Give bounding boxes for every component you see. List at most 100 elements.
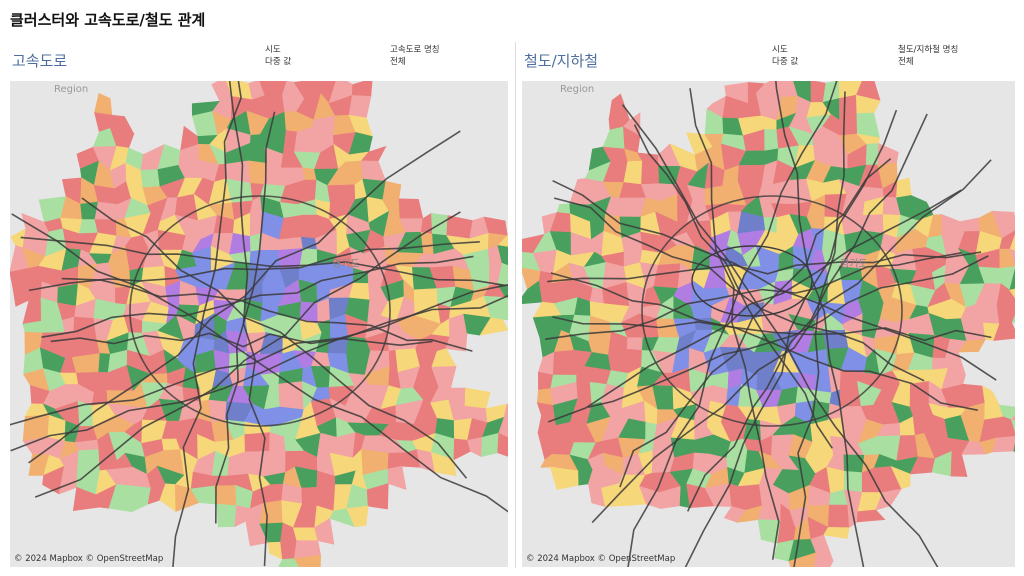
region bbox=[140, 169, 161, 189]
filter-value: 전체 bbox=[390, 57, 406, 67]
region bbox=[301, 486, 318, 507]
dashboard-title: 클러스터와 고속도로/철도 관계 bbox=[10, 11, 206, 29]
region bbox=[690, 305, 713, 320]
region bbox=[398, 198, 424, 220]
region bbox=[1009, 234, 1015, 252]
region bbox=[292, 527, 319, 542]
region bbox=[314, 517, 335, 545]
map-label: Region bbox=[560, 84, 594, 95]
route-line bbox=[553, 197, 925, 382]
region bbox=[300, 236, 318, 250]
filter-label: 시도 bbox=[265, 45, 281, 55]
region bbox=[704, 185, 723, 206]
route-line bbox=[633, 124, 833, 449]
region bbox=[991, 210, 1015, 239]
filter-value: 다중 값 bbox=[772, 57, 799, 67]
filter[interactable]: 시도 다중 값 bbox=[772, 44, 798, 68]
filter[interactable]: 철도/지하철 명칭 전체 bbox=[898, 44, 958, 68]
region bbox=[1013, 442, 1015, 452]
region bbox=[62, 316, 75, 333]
region bbox=[259, 500, 284, 525]
region bbox=[788, 552, 817, 567]
region bbox=[413, 288, 438, 304]
panel: 고속도로 시도 다중 값 고속도로 명칭 전체 Region 경기도 © 202… bbox=[10, 40, 510, 570]
inner-route bbox=[691, 245, 813, 317]
region bbox=[999, 248, 1015, 269]
map-label: 경기도 bbox=[840, 257, 868, 270]
ring-route bbox=[129, 195, 391, 427]
region bbox=[1009, 268, 1015, 291]
region bbox=[216, 503, 238, 528]
region bbox=[1010, 419, 1015, 433]
route-line bbox=[793, 91, 846, 567]
map[interactable]: Region 경기도 © 2024 Mapbox © OpenStreetMap bbox=[10, 81, 508, 567]
region bbox=[1011, 314, 1015, 324]
filter-value: 전체 bbox=[898, 57, 914, 67]
route-line bbox=[684, 109, 898, 567]
region bbox=[896, 435, 919, 462]
region bbox=[28, 281, 43, 301]
panel-title: 철도/지하철 bbox=[524, 52, 599, 70]
region bbox=[420, 231, 435, 255]
filter[interactable]: 시도 다중 값 bbox=[265, 44, 291, 68]
route-line bbox=[686, 113, 928, 512]
region bbox=[366, 483, 389, 510]
region bbox=[950, 450, 968, 477]
region bbox=[249, 211, 263, 237]
filter-label: 시도 bbox=[772, 45, 788, 55]
region bbox=[626, 337, 644, 351]
region bbox=[278, 381, 305, 411]
route-line bbox=[41, 255, 474, 338]
region bbox=[498, 416, 508, 439]
region bbox=[41, 319, 65, 334]
filter[interactable]: 고속도로 명칭 전체 bbox=[390, 44, 440, 68]
region bbox=[556, 203, 571, 215]
route-line bbox=[550, 272, 978, 411]
region bbox=[1009, 248, 1015, 266]
region bbox=[76, 449, 101, 474]
region bbox=[764, 129, 779, 152]
region bbox=[865, 143, 879, 166]
route-line bbox=[50, 332, 433, 348]
region bbox=[823, 527, 850, 539]
panel: 철도/지하철 시도 다중 값 철도/지하철 명칭 전체 Region 경기도 ©… bbox=[522, 40, 1022, 570]
region bbox=[497, 262, 508, 288]
map-label: Region bbox=[54, 84, 88, 95]
region bbox=[993, 322, 1015, 341]
region bbox=[814, 552, 834, 567]
route-line bbox=[587, 255, 989, 408]
region bbox=[589, 287, 605, 305]
map[interactable]: Region 경기도 © 2024 Mapbox © OpenStreetMap bbox=[522, 81, 1015, 567]
region bbox=[996, 283, 1015, 306]
route-line bbox=[627, 81, 838, 567]
region bbox=[244, 432, 271, 453]
region bbox=[94, 201, 118, 221]
route-line bbox=[689, 88, 780, 560]
filter-label: 철도/지하철 명칭 bbox=[898, 45, 959, 55]
region bbox=[430, 452, 457, 477]
route-line bbox=[28, 241, 480, 292]
route-line bbox=[552, 179, 997, 381]
region bbox=[481, 432, 499, 458]
region bbox=[996, 416, 1015, 439]
filter-value: 다중 값 bbox=[265, 57, 292, 67]
region bbox=[387, 465, 407, 491]
region bbox=[229, 232, 252, 255]
map-label: 경기도 bbox=[332, 257, 360, 270]
region bbox=[996, 304, 1015, 325]
route-line bbox=[545, 252, 962, 340]
region bbox=[497, 235, 508, 248]
route-line bbox=[61, 277, 473, 352]
region bbox=[653, 263, 681, 289]
region bbox=[284, 111, 298, 133]
region bbox=[382, 180, 402, 201]
region bbox=[1009, 288, 1015, 299]
region bbox=[479, 317, 508, 336]
region bbox=[896, 177, 912, 199]
filter-label: 고속도로 명칭 bbox=[390, 45, 440, 55]
route-line bbox=[547, 251, 982, 283]
region bbox=[293, 555, 321, 567]
divider bbox=[515, 42, 516, 568]
region bbox=[214, 485, 238, 507]
